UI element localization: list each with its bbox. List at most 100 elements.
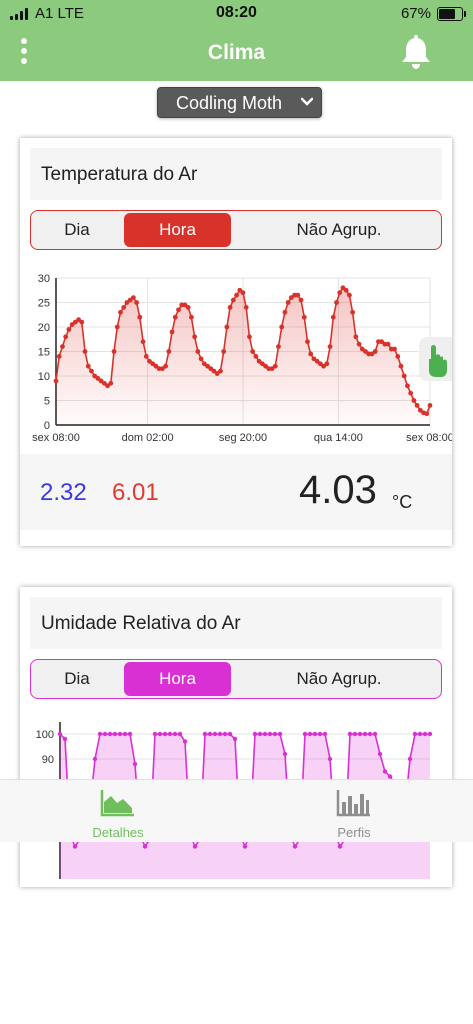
data-point <box>92 756 98 762</box>
battery-percent: 67% <box>400 5 431 22</box>
data-point <box>232 736 238 742</box>
data-point <box>112 731 118 737</box>
data-point <box>122 731 128 737</box>
data-point <box>276 344 281 349</box>
drag-handle[interactable] <box>419 337 452 381</box>
temperature-card: Temperatura do Ar Dia Hora Não Agrup. 0 5… <box>20 138 454 546</box>
tab-hora[interactable]: Hora <box>124 213 231 247</box>
data-point <box>185 305 191 310</box>
data-point <box>367 731 373 737</box>
data-point <box>267 731 273 737</box>
data-point <box>157 731 163 737</box>
data-point <box>85 363 91 369</box>
card-title: Umidade Relativa do Ar <box>41 613 241 634</box>
page-title: Clima <box>207 41 266 64</box>
data-point <box>224 324 230 330</box>
max-value: 6.01 <box>112 479 159 506</box>
data-point <box>292 844 298 849</box>
tab-perfis[interactable]: Perfis <box>236 780 472 842</box>
data-point <box>252 731 258 737</box>
data-point <box>398 363 404 369</box>
bell-icon[interactable] <box>399 35 433 71</box>
data-point <box>337 844 343 849</box>
data-point <box>411 398 417 403</box>
data-point <box>372 349 378 354</box>
data-point <box>334 300 339 305</box>
y-tick-label: 90 <box>42 754 54 766</box>
data-point <box>322 731 328 737</box>
data-point <box>172 314 178 320</box>
data-point <box>417 731 423 737</box>
tab-nao-agrup[interactable]: Não Agrup. <box>296 220 382 239</box>
data-point <box>407 756 413 762</box>
data-point <box>282 751 288 757</box>
data-point <box>230 297 236 303</box>
data-point <box>372 731 378 737</box>
data-point <box>324 361 330 367</box>
data-point <box>302 731 308 737</box>
tab-detalhes[interactable]: Detalhes <box>0 780 236 842</box>
data-point <box>56 354 62 359</box>
x-tick-label: sex 08:00 <box>406 432 452 444</box>
tab-hora[interactable]: Hora <box>124 662 231 696</box>
temperature-chart-svg: 0 5 10 15 20 25 30 sex 08:00 dom 02:00 seg 20:00 q… <box>32 273 454 444</box>
y-tick-label: 0 <box>44 420 50 432</box>
bar-chart-icon <box>336 790 370 817</box>
data-point <box>217 731 223 737</box>
crop-model-select[interactable]: Codling Moth <box>157 87 322 118</box>
data-point <box>356 341 362 347</box>
data-point <box>127 731 133 737</box>
data-point <box>242 844 248 849</box>
data-point <box>192 844 198 849</box>
data-point <box>137 314 143 320</box>
data-point <box>195 349 201 354</box>
series-area <box>60 734 430 879</box>
data-point <box>350 309 356 315</box>
data-point <box>111 349 117 354</box>
data-point <box>107 731 113 737</box>
data-point <box>395 354 401 359</box>
data-point <box>405 383 410 389</box>
kebab-menu-icon[interactable] <box>18 38 30 64</box>
data-point <box>408 390 414 396</box>
stats-panel: 2.32 6.01 4.03 °C <box>20 454 452 530</box>
battery-icon <box>437 7 466 21</box>
data-point <box>108 380 114 386</box>
y-tick-label: 30 <box>38 273 50 285</box>
data-point <box>222 731 228 737</box>
data-point <box>218 368 223 374</box>
data-point <box>142 844 148 849</box>
data-point <box>227 731 233 737</box>
data-point <box>327 344 333 349</box>
y-tick-label: 25 <box>38 298 50 310</box>
data-point <box>253 354 259 359</box>
data-point <box>357 731 363 737</box>
data-point <box>121 305 127 310</box>
data-point <box>143 354 149 359</box>
x-tick-label: sex 08:00 <box>32 432 80 444</box>
data-point <box>167 731 173 737</box>
data-point <box>305 339 310 345</box>
humidity-card: Umidade Relativa do Ar Dia Hora Não Agru… <box>20 587 452 887</box>
area-chart-icon <box>100 790 134 817</box>
data-point <box>162 731 168 737</box>
data-point <box>234 292 239 298</box>
data-point <box>382 769 388 774</box>
y-tick-label: 20 <box>38 322 50 334</box>
data-point <box>282 309 288 315</box>
data-point <box>427 731 433 737</box>
temperature-chart[interactable]: 0 5 10 15 20 25 30 sex 08:00 dom 02:00 seg 20:00 q… <box>20 260 454 459</box>
data-point <box>352 731 358 737</box>
tab-dia[interactable]: Dia <box>64 669 90 688</box>
tab-label: Perfis <box>337 825 371 840</box>
y-tick-label: 5 <box>44 396 50 408</box>
tab-dia[interactable]: Dia <box>64 220 90 239</box>
x-tick-label: qua 14:00 <box>314 432 363 444</box>
tab-nao-agrup[interactable]: Não Agrup. <box>296 669 382 688</box>
y-tick-label: 15 <box>38 347 50 359</box>
data-point <box>312 731 318 737</box>
bottom-tab-bar: Detalhes Perfis <box>0 779 473 842</box>
data-point <box>385 341 391 347</box>
data-point <box>427 403 433 408</box>
